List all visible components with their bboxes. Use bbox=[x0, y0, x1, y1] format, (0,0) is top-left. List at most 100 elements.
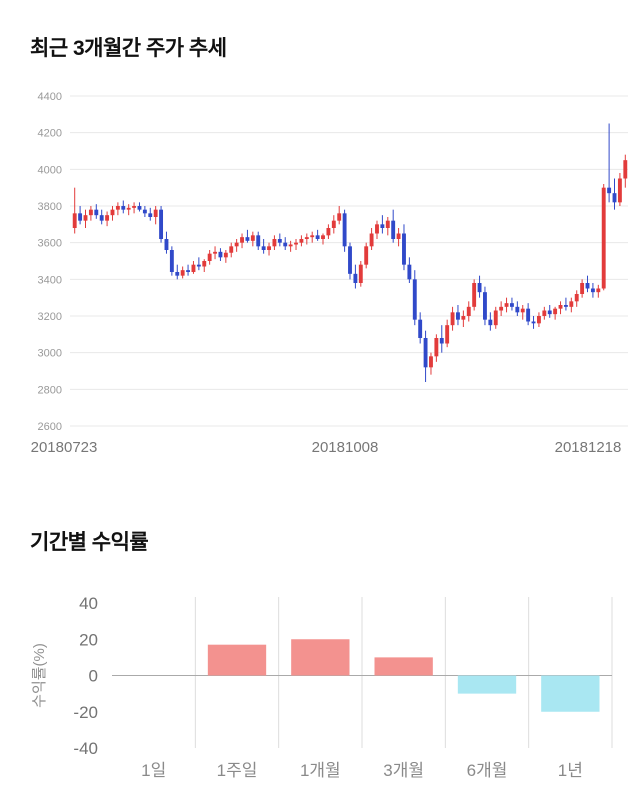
candle bbox=[585, 275, 590, 293]
candle bbox=[234, 239, 239, 252]
candle bbox=[396, 228, 401, 247]
candle bbox=[391, 209, 396, 243]
y-tick-label: 4000 bbox=[38, 164, 62, 176]
candle bbox=[623, 154, 628, 188]
candle bbox=[520, 305, 525, 320]
bar bbox=[207, 644, 267, 676]
candle bbox=[509, 297, 514, 311]
y-tick-label: 3800 bbox=[38, 201, 62, 213]
candle bbox=[142, 206, 147, 217]
candle bbox=[99, 209, 104, 225]
candle bbox=[493, 306, 498, 329]
candle bbox=[558, 301, 563, 315]
candle bbox=[553, 306, 558, 320]
price-candlestick-chart: 2600 2800 3000 3200 3400 3600 3800 4000 4200 4400… bbox=[31, 91, 628, 456]
candle bbox=[412, 270, 417, 326]
candle bbox=[180, 266, 185, 279]
candle bbox=[175, 264, 180, 280]
candle bbox=[531, 316, 536, 329]
candle bbox=[601, 184, 606, 291]
category-label: 1년 bbox=[558, 761, 583, 780]
y-tick-label: 3000 bbox=[38, 348, 62, 360]
candle bbox=[148, 207, 153, 221]
y-tick-label: 2600 bbox=[38, 421, 62, 433]
candle bbox=[310, 231, 315, 243]
y-tick-label: 20 bbox=[79, 630, 98, 649]
candle bbox=[137, 202, 142, 212]
candle bbox=[164, 231, 169, 254]
candle bbox=[536, 312, 541, 327]
candle bbox=[461, 310, 466, 327]
x-date-label: 20181218 bbox=[555, 439, 622, 456]
candle bbox=[499, 301, 504, 316]
bar bbox=[457, 675, 517, 694]
candle bbox=[267, 242, 271, 256]
candle bbox=[617, 173, 622, 206]
candle bbox=[569, 297, 574, 313]
category-label: 1일 bbox=[141, 761, 166, 780]
candle bbox=[72, 187, 77, 234]
candle bbox=[218, 248, 223, 261]
candle bbox=[456, 305, 460, 326]
candle bbox=[223, 250, 228, 263]
candle bbox=[331, 215, 336, 234]
candle bbox=[590, 283, 595, 298]
category-label: 1주일 bbox=[217, 761, 258, 780]
candle bbox=[439, 325, 444, 353]
y-tick-label: 40 bbox=[79, 594, 98, 613]
bar bbox=[374, 657, 433, 676]
candle bbox=[110, 206, 115, 221]
candle bbox=[245, 229, 250, 243]
candle bbox=[261, 239, 266, 254]
candle bbox=[299, 235, 304, 247]
candle bbox=[607, 123, 612, 203]
candle bbox=[574, 290, 579, 307]
candle bbox=[526, 303, 531, 326]
candle bbox=[418, 312, 423, 344]
candle bbox=[477, 275, 482, 298]
candle bbox=[402, 224, 406, 271]
candle bbox=[191, 261, 196, 274]
candle bbox=[342, 209, 347, 252]
candle bbox=[294, 239, 298, 250]
candle bbox=[348, 242, 352, 280]
candle bbox=[132, 202, 137, 214]
y-tick-label: 4200 bbox=[38, 128, 62, 140]
y-axis-title: 수익률(%) bbox=[31, 643, 48, 708]
candle bbox=[83, 209, 88, 228]
candle bbox=[375, 220, 379, 239]
candle bbox=[547, 305, 552, 318]
candle bbox=[229, 242, 234, 258]
candle bbox=[445, 319, 450, 348]
candle bbox=[580, 279, 585, 298]
candle bbox=[429, 352, 433, 375]
period-returns-bar-chart: 40 20 0 -20 -40 1일 1주일 1개월 3개월 6개월 1년 수익률(%) bbox=[31, 594, 613, 780]
candle bbox=[207, 250, 212, 265]
candle bbox=[596, 284, 601, 298]
candle bbox=[483, 286, 487, 326]
candle bbox=[563, 297, 568, 311]
candle bbox=[385, 217, 390, 236]
candle bbox=[321, 233, 325, 245]
y-tick-label: 4400 bbox=[38, 91, 62, 103]
candle bbox=[434, 334, 439, 362]
category-label: 3개월 bbox=[383, 761, 424, 780]
candle bbox=[283, 237, 288, 250]
candle bbox=[250, 231, 255, 247]
candle bbox=[169, 246, 174, 276]
y-tick-label: 0 bbox=[89, 667, 98, 686]
candle bbox=[466, 301, 471, 322]
candle bbox=[407, 257, 412, 283]
x-date-label: 20180723 bbox=[31, 439, 98, 456]
candle bbox=[326, 224, 331, 239]
candle bbox=[472, 279, 477, 311]
candle bbox=[612, 178, 617, 210]
candle bbox=[153, 206, 158, 225]
y-tick-label: 3600 bbox=[38, 238, 62, 250]
returns-chart-title: 기간별 수익률 bbox=[30, 531, 149, 554]
candle bbox=[105, 211, 110, 227]
candle bbox=[186, 264, 191, 276]
candle bbox=[380, 215, 385, 234]
candle bbox=[94, 204, 99, 219]
category-label: 6개월 bbox=[467, 761, 508, 780]
